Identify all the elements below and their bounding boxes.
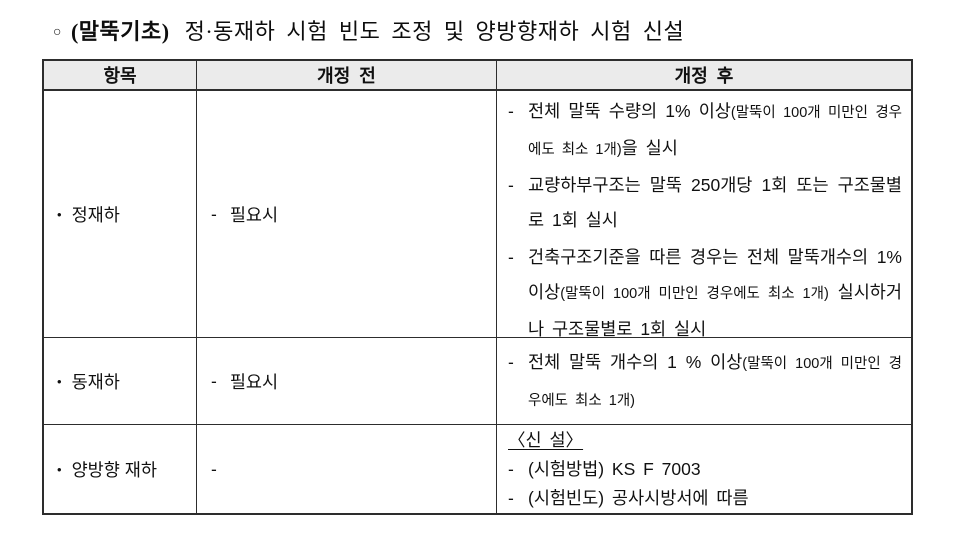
dash-marker: -: [508, 352, 514, 372]
circle-bullet-icon: ○: [53, 25, 62, 40]
table-row-bidirectional-load-before: -: [197, 425, 497, 513]
bullet-text-post: 실시하거나 구조물별로 1회 실시: [528, 282, 902, 339]
bullet-text: 교량하부구조는 말뚝 250개당 1회 또는 구조물별로 1회 실시: [528, 175, 902, 230]
table-row-bidirectional-load-item: • 양방향 재하: [44, 425, 197, 513]
bullet-text-paren: (말뚝이 100개 미만인 경우에도 최소 1개): [560, 286, 829, 302]
dash-marker: -: [508, 459, 514, 479]
bullet-line: - (시험방법) KS F 7003: [508, 455, 902, 484]
bullet-text: (시험방법) KS F 7003: [528, 459, 701, 479]
table-row-bidirectional-load-after: 〈신 설〉 - (시험방법) KS F 7003 - (시험빈도) 공사시방서에…: [497, 425, 911, 513]
bullet-line: - (시험빈도) 공사시방서에 따름: [508, 484, 902, 513]
before-text: 필요시: [229, 204, 279, 225]
bullet-text: 전체 말뚝 개수의 1 % 이상: [528, 352, 743, 372]
bullet-text: (시험빈도) 공사시방서에 따름: [528, 488, 749, 508]
item-label: 동재하: [71, 371, 120, 392]
document-title: ○ (말뚝기초) 정·동재하 시험 빈도 조정 및 양방향재하 시험 신설: [53, 14, 684, 46]
bullet-line: - 전체 말뚝 수량의 1% 이상(말뚝이 100개 미만인 경우에도 최소 1…: [508, 94, 902, 168]
dash-marker: -: [211, 370, 217, 391]
bullet-text-post: 을 실시: [621, 138, 678, 158]
table-row-static-load-after: - 전체 말뚝 수량의 1% 이상(말뚝이 100개 미만인 경우에도 최소 1…: [497, 91, 911, 339]
new-establishment-heading: 〈신 설〉: [508, 430, 584, 450]
dash-marker: -: [508, 488, 514, 508]
item-label: 정재하: [71, 204, 120, 225]
table-row-static-load-item: • 정재하: [44, 91, 197, 338]
table-row-static-load-before: - 필요시: [197, 91, 497, 338]
dash-marker: -: [211, 458, 217, 479]
bullet-icon: •: [57, 373, 62, 389]
bullet-text-paren: (말뚝이 100개 미만인 경우에도 최소 1개): [528, 105, 902, 158]
bullet-line: - 교량하부구조는 말뚝 250개당 1회 또는 구조물별로 1회 실시: [508, 168, 902, 240]
dash-marker: -: [211, 203, 217, 224]
dash-marker: -: [508, 247, 514, 267]
bullet-text-paren: (말뚝이 100개 미만인 경우에도 최소 1개): [528, 356, 902, 409]
title-emphasis: (말뚝기초): [70, 19, 170, 44]
dash-marker: -: [508, 101, 514, 121]
dash-marker: -: [508, 175, 514, 195]
table-row-dynamic-load-item: • 동재하: [44, 338, 197, 425]
bullet-line: - 건축구조기준을 따른 경우는 전체 말뚝개수의 1% 이상(말뚝이 100개…: [508, 240, 902, 347]
column-header-item: 항목: [44, 61, 197, 91]
table-row-dynamic-load-before: - 필요시: [197, 338, 497, 425]
bullet-line: - 전체 말뚝 개수의 1 % 이상(말뚝이 100개 미만인 경우에도 최소 …: [508, 345, 902, 419]
bullet-text: 건축구조기준을 따른 경우는 전체 말뚝개수의 1% 이상: [528, 247, 902, 302]
column-header-before: 개정 전: [197, 61, 497, 91]
bullet-icon: •: [57, 206, 62, 222]
column-header-after: 개정 후: [497, 61, 911, 91]
bullet-icon: •: [57, 461, 62, 477]
title-text: 정·동재하 시험 빈도 조정 및 양방향재하 시험 신설: [184, 19, 685, 44]
table-row-dynamic-load-after: - 전체 말뚝 개수의 1 % 이상(말뚝이 100개 미만인 경우에도 최소 …: [497, 338, 911, 425]
bullet-text: 전체 말뚝 수량의 1% 이상: [528, 101, 731, 121]
item-label: 양방향 재하: [71, 459, 157, 480]
before-text: 필요시: [229, 371, 279, 392]
revision-table: 항목 개정 전 개정 후 • 정재하 - 필요시 - 전체 말뚝 수량의 1% …: [42, 59, 913, 515]
